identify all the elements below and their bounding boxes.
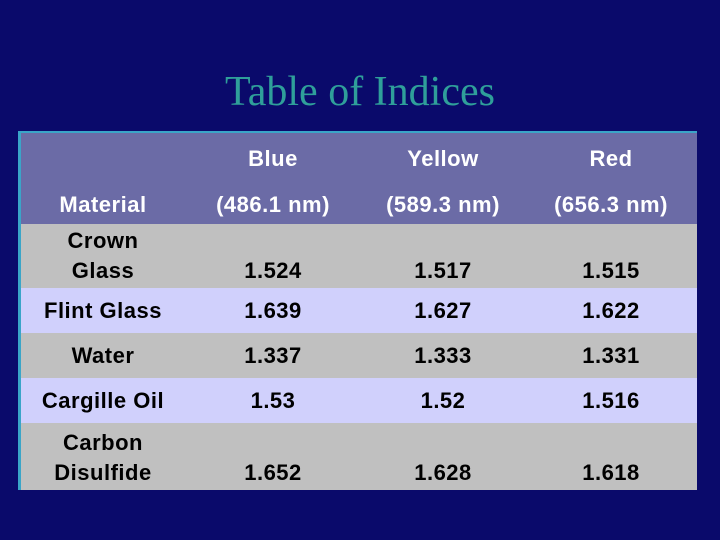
header-cell: Red <box>589 146 633 171</box>
table-row: Cargille Oil 1.53 1.52 1.516 <box>21 378 697 423</box>
value-cell: 1.53 <box>250 387 296 413</box>
value-cell: 1.333 <box>414 342 472 368</box>
header-cell: (656.3 nm) <box>554 192 668 217</box>
header-row: Material Blue (486.1 nm) Yellow (589.3 nm) Re… <box>21 133 697 224</box>
table: Material Blue (486.1 nm) Yellow (589.3 nm) Re… <box>18 131 697 490</box>
material-cell: Disulfide <box>54 460 152 485</box>
table-row: Flint Glass 1.639 1.627 1.622 <box>21 288 697 333</box>
header-cell: (486.1 nm) <box>216 192 330 217</box>
value-cell: 1.622 <box>582 297 640 323</box>
material-cell: Carbon <box>63 430 143 455</box>
material-cell: Glass <box>71 258 135 283</box>
value-cell: 1.628 <box>414 460 472 485</box>
header-cell: Material <box>59 192 147 217</box>
header-cell: (589.3 nm) <box>386 192 500 217</box>
slide-title: Table of Indices <box>225 69 495 115</box>
value-cell: 1.337 <box>244 342 302 368</box>
table-row: Crown Glass 1.524 1.517 1.515 <box>21 224 697 288</box>
header-cell: Blue <box>248 146 298 171</box>
value-cell: 1.516 <box>582 387 640 413</box>
value-cell: 1.331 <box>582 342 640 368</box>
value-cell: 1.515 <box>582 258 640 283</box>
header-cell: Yellow <box>407 146 479 171</box>
material-cell: Crown <box>67 228 139 253</box>
value-cell: 1.627 <box>414 297 472 323</box>
value-cell: 1.639 <box>244 297 302 323</box>
value-cell: 1.524 <box>244 258 302 283</box>
material-cell: Cargille Oil <box>41 387 165 413</box>
value-cell: 1.618 <box>582 460 640 485</box>
material-cell: Water <box>71 342 135 368</box>
material-cell: Flint Glass <box>44 297 162 323</box>
table-row: Carbon Disulfide 1.652 1.628 1.618 <box>21 423 697 490</box>
value-cell: 1.652 <box>244 460 302 485</box>
table-row: Water 1.337 1.333 1.331 <box>21 333 697 378</box>
value-cell: 1.52 <box>420 387 466 413</box>
value-cell: 1.517 <box>414 258 472 283</box>
